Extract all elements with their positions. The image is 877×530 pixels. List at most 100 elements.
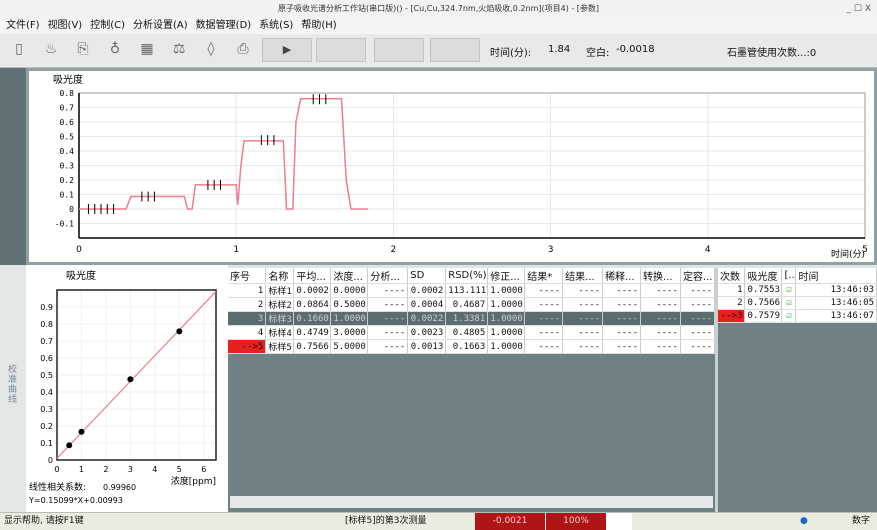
start-button[interactable]: ▶: [262, 38, 312, 62]
column-header[interactable]: 稀释...: [602, 268, 642, 284]
status-help: 显示帮助, 请按F1键: [4, 516, 84, 526]
table-row[interactable]: -->5 标样5 0.7566 5.0000 ---- 0.0013 0.1663 1.000…: [228, 339, 716, 354]
y-tick-label: 0.7: [40, 337, 53, 346]
reset-button[interactable]: [430, 38, 480, 62]
lamp-icon[interactable]: ♁: [109, 41, 121, 57]
table-cell: 标样5: [265, 339, 295, 354]
toolbar: ▶ 时间(分): 1.84 空白: -0.0018 石墨管使用次数...:0 ▯…: [0, 34, 877, 68]
table-cell: 2: [228, 297, 267, 312]
checkbox[interactable]: ☑: [781, 283, 797, 297]
status-value: -0.0021: [475, 513, 545, 530]
menu-item[interactable]: 视图(V): [47, 20, 83, 31]
column-header[interactable]: 序号: [228, 268, 267, 284]
checkbox[interactable]: ☑: [781, 309, 797, 323]
table-row[interactable]: 2 标样2 0.0864 0.5000 ---- 0.0004 0.4687 1.0000 --…: [228, 297, 716, 312]
table-cell: ----: [680, 297, 716, 312]
column-header[interactable]: 分析...: [367, 268, 409, 284]
table-cell: 1: [718, 283, 746, 297]
absorbance-trace: [79, 98, 369, 210]
table-cell: ----: [367, 339, 409, 354]
table-cell: 1.0000: [487, 311, 526, 326]
table-cell: 3.0000: [330, 325, 369, 340]
y-axis-title: 吸光度: [53, 73, 83, 86]
column-header[interactable]: 时间: [795, 268, 877, 284]
table-cell: 1.0000: [487, 339, 526, 354]
menu-item[interactable]: 帮助(H): [301, 20, 337, 31]
pause-button[interactable]: [316, 38, 366, 62]
export-icon[interactable]: ⎘: [77, 41, 89, 57]
table-cell: 1.0000: [487, 283, 526, 298]
table-cell: 0.0000: [330, 283, 369, 298]
table-cell: 3: [228, 311, 267, 326]
column-header[interactable]: 名称: [265, 268, 295, 284]
menu-item[interactable]: 系统(S): [259, 20, 294, 31]
column-header[interactable]: 转换...: [640, 268, 681, 284]
menu-item[interactable]: 数据管理(D): [195, 20, 252, 31]
table-row[interactable]: 2 0.7566 ☑ 13:46:05: [718, 296, 877, 310]
table-cell: ----: [524, 339, 564, 354]
table-cell: ----: [562, 283, 604, 298]
y-tick-label: 0.9: [40, 303, 53, 312]
fit-equation: Y=0.15099*X+0.00993: [28, 496, 123, 505]
column-header[interactable]: SD: [407, 268, 447, 284]
table-row[interactable]: 3 标样3 0.1660 1.0000 ---- 0.0022 1.3381 1.0000 --…: [228, 311, 716, 326]
y-tick-label: 0.3: [60, 162, 75, 171]
column-header[interactable]: 结果*: [524, 268, 564, 284]
data-point: [127, 376, 134, 383]
checkbox[interactable]: ☑: [781, 296, 797, 310]
header-row: 序号 名称 平均... 浓度... 分析... SD RSD(%) 修正... 结果* 结果...…: [228, 268, 716, 284]
window-controls[interactable]: _ ☐ X: [846, 4, 871, 14]
table-cell: 5.0000: [330, 339, 369, 354]
table-cell: 13:46:07: [795, 309, 877, 323]
table-cell: 0.7566: [744, 296, 783, 310]
data-point: [78, 428, 85, 435]
column-header[interactable]: 平均...: [293, 268, 332, 284]
table-row[interactable]: 4 标样4 0.4749 3.0000 ---- 0.0023 0.4805 1.0000 --…: [228, 325, 716, 340]
column-header[interactable]: 浓度...: [330, 268, 369, 284]
column-header[interactable]: [..: [781, 268, 797, 284]
horizontal-scrollbar[interactable]: [230, 496, 713, 508]
column-header[interactable]: RSD(%): [445, 268, 489, 284]
calc-icon[interactable]: ▦: [140, 41, 154, 57]
new-icon[interactable]: ▯: [15, 41, 23, 57]
balance-icon[interactable]: ⚖: [172, 41, 186, 57]
table-cell: ----: [524, 283, 564, 298]
menu-item[interactable]: 控制(C): [90, 20, 126, 31]
table-cell: ----: [680, 339, 716, 354]
table-cell: ----: [602, 311, 642, 326]
column-header[interactable]: 吸光度: [744, 268, 783, 284]
print-icon[interactable]: ⎙: [237, 41, 249, 57]
tube-count: 石墨管使用次数...:0: [727, 48, 817, 59]
menu-item[interactable]: 文件(F): [6, 20, 40, 31]
menu-item[interactable]: 分析设置(A): [133, 20, 188, 31]
column-header[interactable]: 定容...: [680, 268, 716, 284]
status-bar: 显示帮助, 请按F1键 [标样5]的第3次测量 -0.0021 100% ● 数…: [0, 512, 877, 530]
column-header[interactable]: 结果...: [562, 268, 604, 284]
table-cell: 0.0002: [293, 283, 332, 298]
calibration-chart: 0 1 2 3 4 5 6 0 0.1 0.2 0.3 0.4 0.5 0.6 0.7 0.8 0.9 吸光度 浓度…: [26, 265, 228, 512]
x-axis-title: 时间(分): [831, 248, 865, 260]
x-tick-label: 3: [548, 245, 554, 255]
side-label[interactable]: 校准曲线: [8, 365, 18, 405]
y-tick-label: 0.2: [60, 176, 75, 185]
table-cell: 0.5000: [330, 297, 369, 312]
table-row[interactable]: 1 0.7553 ☑ 13:46:03: [718, 283, 877, 297]
status-blank-box: [606, 513, 632, 530]
correlation-label: 线性相关系数:: [29, 481, 86, 493]
column-header[interactable]: 次数: [718, 268, 746, 284]
table-row[interactable]: -->3 0.7579 ☑ 13:46:07: [718, 309, 877, 323]
table-cell: ----: [524, 297, 564, 312]
table-cell: ----: [367, 283, 409, 298]
table-row[interactable]: 1 标样1 0.0002 0.0000 ---- 0.0002 113.1117 1.0000…: [228, 283, 716, 298]
stop-button[interactable]: [374, 38, 424, 62]
x-tick-label: 6: [201, 465, 206, 474]
flame-icon[interactable]: ♨: [44, 41, 58, 57]
table-cell: ----: [640, 297, 681, 312]
table-cell: 标样4: [265, 325, 295, 340]
drop-icon[interactable]: ◊: [207, 41, 215, 57]
column-header[interactable]: 修正...: [487, 268, 526, 284]
table-cell: 0.4749: [293, 325, 332, 340]
table-cell: ----: [640, 339, 681, 354]
absorbance-time-chart: 0 1 2 3 4 5 0.8 0.7 0.6 0.5 0.4 0.3 0.2 0.1 0 -0.1 吸光度 时间…: [26, 68, 877, 265]
table-cell: ----: [562, 325, 604, 340]
